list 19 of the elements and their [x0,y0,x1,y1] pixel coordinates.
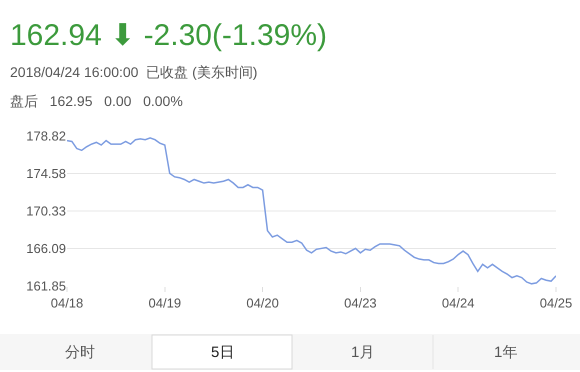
x-tick-label: 04/25 [540,296,572,311]
y-tick-label: 170.33 [26,204,66,219]
text: 5日 [211,344,234,361]
chart-subtitle: 2018/04/24 16:00:00 已收盘 (美东时间) [10,64,258,80]
chart-title: 162.94 ⬇ -2.30(-1.39%) [10,19,327,52]
y-tick-label: 161.85 [26,278,66,294]
line-series [67,137,556,285]
x-tick-label: 04/23 [344,296,377,311]
x-tick-label: 04/18 [50,296,84,311]
text: 盘后 162.95 0.00 0.00% [10,93,183,109]
y-tick-label: 174.58 [26,166,66,182]
x-tick-label: 04/19 [148,296,182,311]
y-tick-label: 178.82 [26,128,66,144]
text: 1月 [351,344,374,361]
text: 1年 [494,344,518,361]
y-tick-label: 166.09 [26,241,66,256]
x-tick-label: 04/24 [442,296,474,311]
text: 分时 [65,344,95,361]
x-tick-label: 04/20 [246,296,279,311]
